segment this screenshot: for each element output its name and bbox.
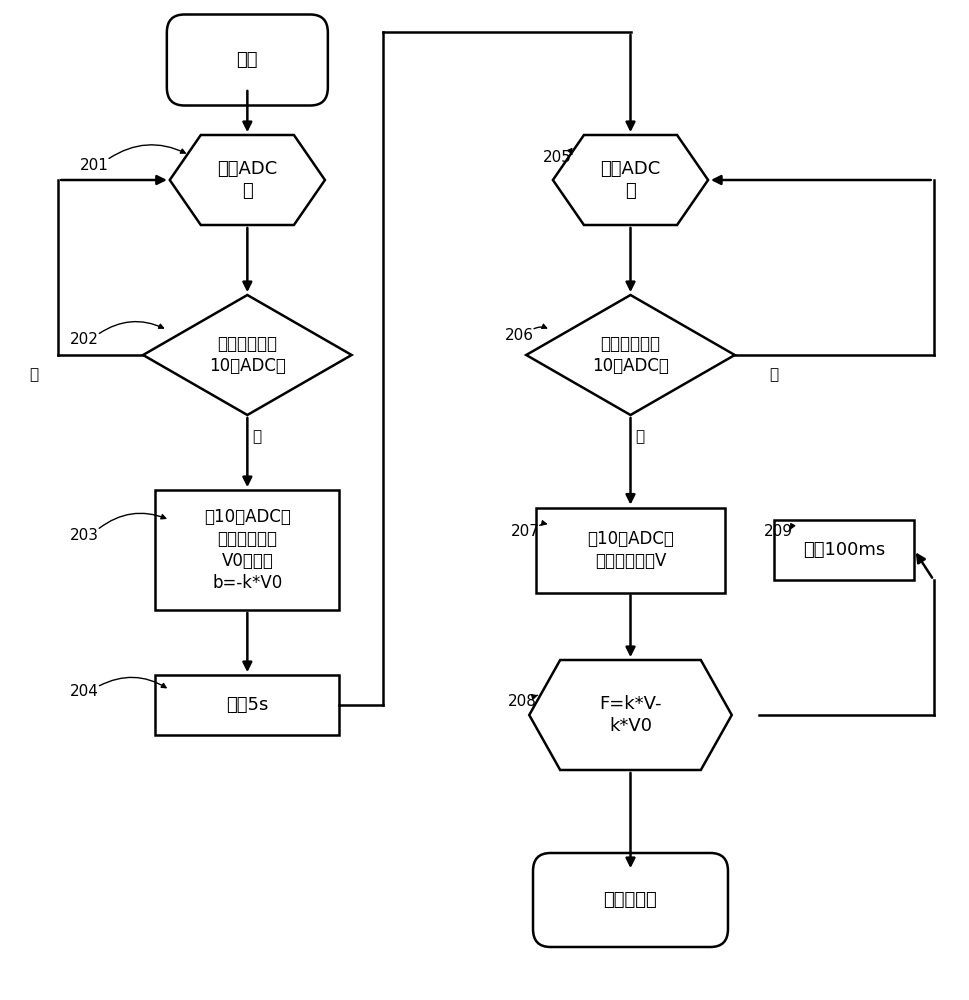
Bar (535, 507, 725, 592)
Text: 否: 否 (768, 367, 777, 382)
FancyBboxPatch shape (167, 15, 328, 105)
Bar (155, 490, 339, 610)
Text: 开始: 开始 (236, 51, 258, 69)
Text: 201: 201 (79, 157, 109, 172)
Text: 是否已经读取
10次ADC值: 是否已经读取 10次ADC值 (208, 335, 286, 375)
Text: 取10次ADC平
均值，确定为
V0，赋值
b=-k*V0: 取10次ADC平 均值，确定为 V0，赋值 b=-k*V0 (203, 508, 291, 592)
Text: 是否已经读取
10次ADC值: 是否已经读取 10次ADC值 (591, 335, 669, 375)
Polygon shape (529, 660, 731, 770)
Text: 输出压力值: 输出压力值 (603, 891, 657, 909)
Text: 203: 203 (70, 528, 99, 542)
Polygon shape (143, 295, 351, 415)
Polygon shape (552, 135, 707, 225)
Text: 读取ADC
值: 读取ADC 值 (217, 160, 277, 200)
Text: 202: 202 (70, 332, 99, 348)
Text: 否: 否 (29, 367, 39, 382)
Text: 207: 207 (511, 524, 540, 540)
FancyBboxPatch shape (532, 853, 727, 947)
Text: 209: 209 (764, 524, 793, 540)
Text: 延时5s: 延时5s (226, 696, 268, 714)
Text: 是: 是 (635, 430, 644, 444)
Text: 204: 204 (70, 684, 99, 700)
Text: 208: 208 (508, 694, 537, 710)
Text: 读取ADC
值: 读取ADC 值 (600, 160, 660, 200)
Bar (773, 520, 913, 580)
Text: F=k*V-
k*V0: F=k*V- k*V0 (599, 695, 661, 735)
Text: 取10次ADC平
均值，确定为V: 取10次ADC平 均值，确定为V (586, 530, 673, 570)
Text: 是: 是 (252, 430, 262, 444)
Polygon shape (525, 295, 735, 415)
Polygon shape (170, 135, 325, 225)
Text: 205: 205 (543, 150, 572, 165)
Text: 延时100ms: 延时100ms (802, 541, 884, 559)
Bar (155, 675, 339, 735)
Text: 206: 206 (504, 328, 533, 342)
